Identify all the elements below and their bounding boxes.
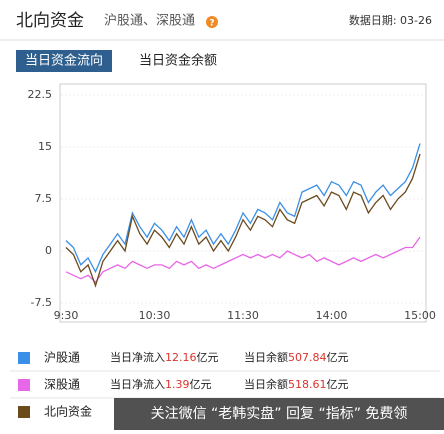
legend-swatch <box>18 406 30 418</box>
legend-name: 沪股通 <box>44 351 80 365</box>
balance-text: 当日余额518.61亿元 <box>244 377 349 391</box>
text-part: 518.61 <box>288 378 327 391</box>
subtitle: 沪股通、深股通 <box>104 13 195 29</box>
legend-name: 深股通 <box>44 378 80 392</box>
inflow-text: 当日净流入12.16亿元 <box>110 350 219 364</box>
x-tick-label: 9:30 <box>54 309 79 322</box>
x-tick-label: 15:00 <box>404 309 436 322</box>
text-part: 亿元 <box>197 351 219 364</box>
text-part: 当日净流入 <box>110 377 165 391</box>
y-tick-label: 7.5 <box>35 192 53 205</box>
title: 北向资金 <box>16 11 84 31</box>
x-tick-label: 10:30 <box>139 309 171 322</box>
text-part: 12.16 <box>165 351 197 364</box>
tab-active[interactable] <box>16 50 112 72</box>
text-part: 当日余额 <box>244 377 288 391</box>
tab-label[interactable]: 当日资金余额 <box>139 53 217 69</box>
x-tick-label: 14:00 <box>316 309 348 322</box>
series-line <box>65 143 421 274</box>
data-date: 数据日期: 03-26 <box>349 13 432 27</box>
inflow-text: 当日净流入1.39亿元 <box>110 377 212 391</box>
watermark-bar <box>114 398 444 430</box>
text-part: 1.39 <box>165 378 190 391</box>
watermark: 关注微信 “老韩实盘” 回复 “指标” 免费领 <box>151 405 408 422</box>
text-part: 507.84 <box>288 351 327 364</box>
balance-text: 当日余额507.84亿元 <box>244 350 349 364</box>
y-tick-label: 0 <box>45 244 52 257</box>
series-line <box>65 153 421 288</box>
y-tick-label: 22.5 <box>28 88 53 101</box>
plot-frame <box>59 83 427 323</box>
tab-label[interactable]: 当日资金流向 <box>25 53 103 69</box>
text-part: 当日净流入 <box>110 350 165 364</box>
x-tick-label: 11:30 <box>227 309 259 322</box>
text-part: 亿元 <box>190 378 212 391</box>
series-line <box>65 236 421 284</box>
text-part: 亿元 <box>327 378 349 391</box>
y-tick-label: 15 <box>38 140 52 153</box>
text-part: 亿元 <box>327 351 349 364</box>
text-part: 当日余额 <box>244 350 288 364</box>
legend-swatch <box>18 379 30 391</box>
y-tick-label: -7.5 <box>31 296 52 309</box>
help-icon[interactable] <box>206 16 218 28</box>
help-mark: ? <box>209 19 214 29</box>
legend-name: 北向资金 <box>44 404 92 419</box>
legend-swatch <box>18 352 30 364</box>
